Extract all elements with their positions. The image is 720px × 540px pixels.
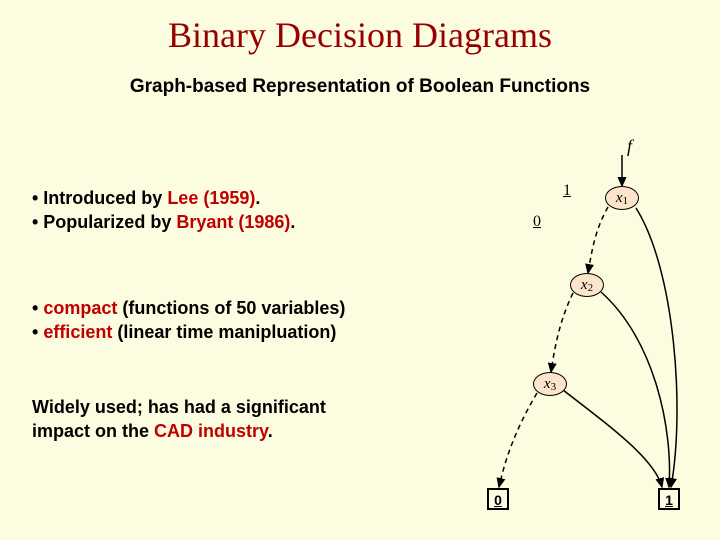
bullet-text: (linear time manipluation) [117,322,336,342]
bullet-highlight: CAD industry [154,421,268,441]
bullet-block-1: • Introduced by Lee (1959). • Popularize… [32,186,295,235]
bdd-terminal-node: 1 [658,488,680,510]
bdd-var-node: x1 [605,186,639,210]
bullet-highlight: compact [43,298,117,318]
bullet-text: . [268,421,273,441]
bullet-line: • Popularized by Bryant (1986). [32,210,295,234]
bullet-text: • Popularized by [32,212,176,232]
bdd-diagram: f x1x2x30110 [455,150,710,530]
bullet-text: (functions of 50 variables) [117,298,345,318]
bullet-block-3: Widely used; has had a significant impac… [32,395,326,444]
bullet-text: . [255,188,260,208]
bullet-highlight: efficient [43,322,117,342]
bullet-line: impact on the CAD industry. [32,419,326,443]
bdd-edge [551,293,573,372]
bullet-text: • Introduced by [32,188,167,208]
bdd-edge [601,292,670,487]
bdd-edge-label: 1 [563,182,571,200]
slide-subtitle: Graph-based Representation of Boolean Fu… [0,76,720,98]
bullet-text: • [32,298,43,318]
bullet-highlight: Lee (1959) [167,188,255,208]
bullet-line: Widely used; has had a significant [32,395,326,419]
bdd-edge-label: 0 [533,213,541,231]
bdd-edges [455,150,710,530]
bdd-edge [563,390,662,487]
bullet-line: • compact (functions of 50 variables) [32,296,345,320]
bdd-edge [588,207,608,273]
bullet-text: • [32,322,43,342]
bdd-edge [499,393,537,487]
bdd-terminal-node: 0 [487,488,509,510]
bullet-line: • Introduced by Lee (1959). [32,186,295,210]
bdd-var-node: x3 [533,372,567,396]
bdd-var-node: x2 [570,273,604,297]
bullet-block-2: • compact (functions of 50 variables) • … [32,296,345,345]
bullet-text: impact on the [32,421,154,441]
slide-title: Binary Decision Diagrams [0,0,720,56]
bullet-highlight: Bryant (1986) [176,212,290,232]
bullet-text: . [290,212,295,232]
bullet-line: • efficient (linear time manipluation) [32,320,345,344]
